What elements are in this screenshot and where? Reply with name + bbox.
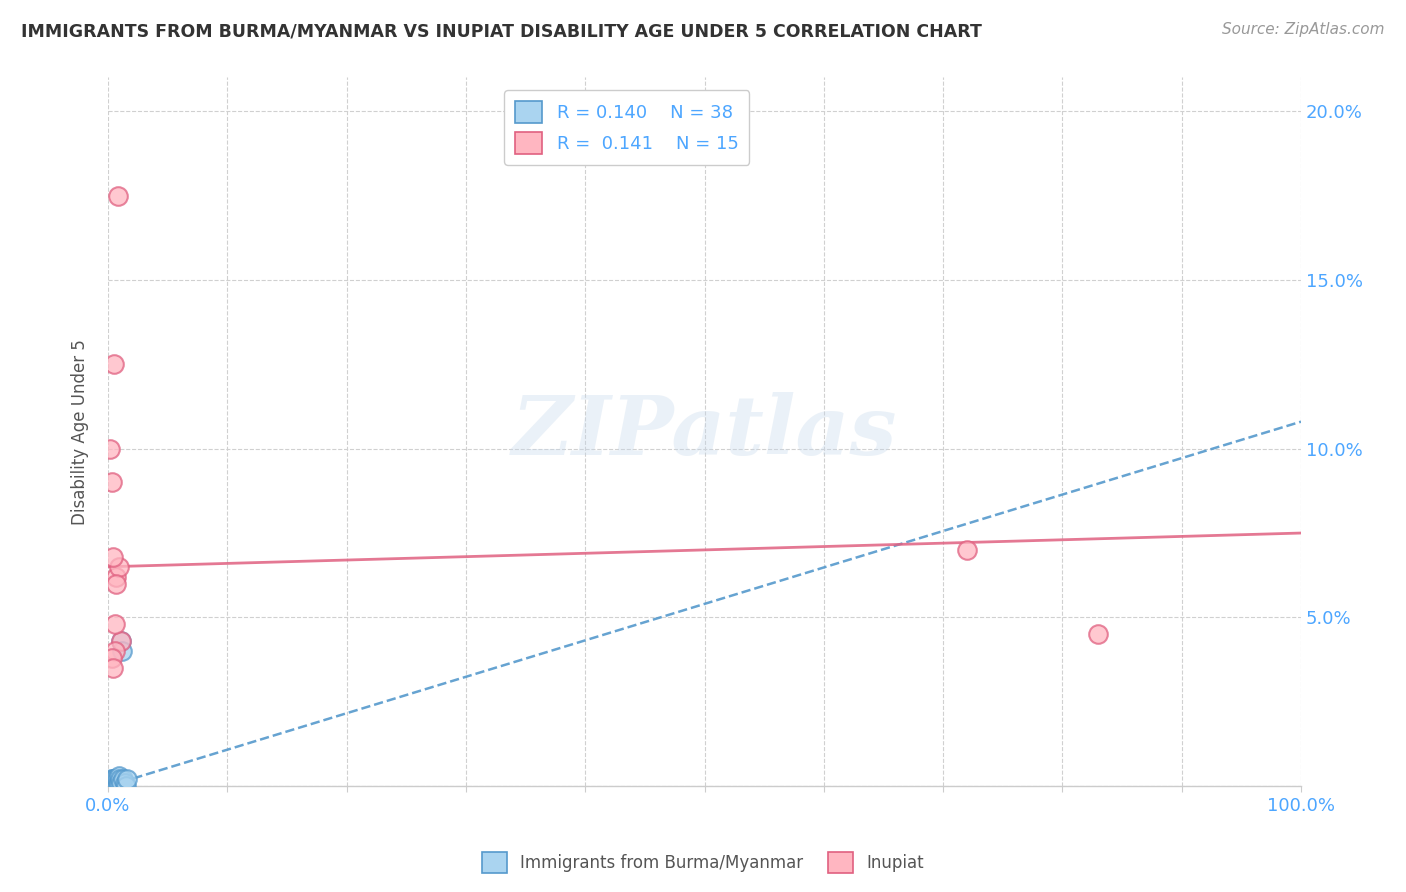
Point [108,776,131,790]
Text: ZIPatlas: ZIPatlas [512,392,897,472]
Point [101,772,124,787]
Point [103,779,125,793]
Point [108,559,131,574]
Point [101,776,124,790]
Point [98,779,121,793]
Point [104,570,127,584]
Legend: R = 0.140    N = 38, R =  0.141    N = 15: R = 0.140 N = 38, R = 0.141 N = 15 [505,90,749,165]
Y-axis label: Disability Age Under 5: Disability Age Under 5 [72,339,89,524]
Point [107,779,129,793]
Point [110,634,132,648]
Point [956,542,979,557]
Point [98,776,121,790]
Point [104,779,127,793]
Point [97,779,120,793]
Point [101,475,124,490]
Point [101,776,124,790]
Point [103,776,125,790]
Point [100,776,122,790]
Point [103,357,125,371]
Point [98,779,121,793]
Point [98,779,121,793]
Point [103,776,125,790]
Point [100,776,122,790]
Point [107,776,129,790]
Point [103,617,125,632]
Point [101,549,124,564]
Point [103,661,125,675]
Point [103,772,125,787]
Point [115,772,138,787]
Point [100,442,122,456]
Point [97,779,120,793]
Point [104,776,127,790]
Point [1087,627,1109,641]
Point [110,776,132,790]
Text: IMMIGRANTS FROM BURMA/MYANMAR VS INUPIAT DISABILITY AGE UNDER 5 CORRELATION CHAR: IMMIGRANTS FROM BURMA/MYANMAR VS INUPIAT… [21,22,981,40]
Point [111,644,134,658]
Point [105,772,128,787]
Point [100,651,122,665]
Point [105,779,128,793]
Point [103,779,125,793]
Point [101,779,124,793]
Point [104,772,127,787]
Point [101,779,124,793]
Legend: Immigrants from Burma/Myanmar, Inupiat: Immigrants from Burma/Myanmar, Inupiat [475,846,931,880]
Point [107,769,129,783]
Point [100,779,122,793]
Point [100,772,122,787]
Point [105,576,128,591]
Point [115,779,138,793]
Point [104,644,127,658]
Point [110,634,132,648]
Point [108,772,131,787]
Point [100,779,122,793]
Point [114,776,136,790]
Point [112,772,135,787]
Point [107,188,129,202]
Text: Source: ZipAtlas.com: Source: ZipAtlas.com [1222,22,1385,37]
